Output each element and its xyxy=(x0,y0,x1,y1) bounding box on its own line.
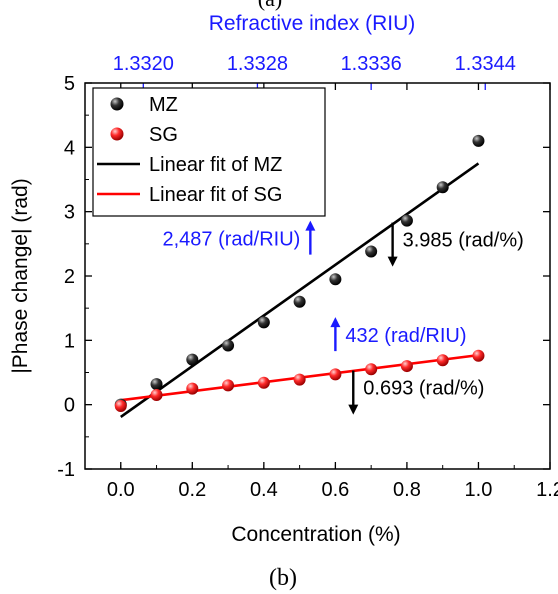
y-tick-label: -1 xyxy=(57,459,75,481)
annotation-arrow-head xyxy=(387,256,398,267)
legend-marker xyxy=(110,97,124,111)
legend-marker xyxy=(110,127,124,141)
y-tick-label: 0 xyxy=(64,395,75,417)
mz-point xyxy=(472,134,485,147)
data-points xyxy=(114,134,485,412)
sg-point xyxy=(222,379,235,392)
mz-point xyxy=(222,339,235,352)
annotation-label: 0.693 (rad/%) xyxy=(363,378,484,400)
sg-point xyxy=(436,354,449,367)
mz-point xyxy=(400,214,413,227)
annotation-arrow-head xyxy=(305,220,316,231)
x-tick-label: 0.8 xyxy=(393,479,421,501)
y-axis-ticks xyxy=(85,82,550,470)
sg-point xyxy=(472,349,485,362)
x-tick-label: 0.2 xyxy=(178,479,206,501)
mz-point xyxy=(436,181,449,194)
fit-line-linear-fit-of-mz xyxy=(120,162,480,418)
top-tick-label: 1.3328 xyxy=(227,53,288,75)
mz-point xyxy=(186,353,199,366)
mz-point xyxy=(257,316,270,329)
sg-point xyxy=(150,389,163,402)
annotation-label: 432 (rad/RIU) xyxy=(345,325,466,347)
figure-caption: (b) xyxy=(269,565,297,591)
y-axis-tick-labels: -1 0 1 2 3 4 5 xyxy=(57,73,75,481)
y-tick-label: 1 xyxy=(64,330,75,352)
top-tick-label: 1.3336 xyxy=(341,53,402,75)
top-axis-title: Refractive index (RIU) xyxy=(209,12,416,35)
x-tick-label: 1.0 xyxy=(465,479,493,501)
annotation-arrow-head xyxy=(348,404,359,415)
y-tick-label: 3 xyxy=(64,202,75,224)
mz-point xyxy=(329,273,342,286)
mz-point xyxy=(365,245,378,258)
top-tick-label: 1.3344 xyxy=(455,53,516,75)
legend-label: MZ xyxy=(149,94,178,116)
sg-point xyxy=(293,373,306,386)
legend-label: SG xyxy=(149,124,178,146)
sg-point xyxy=(114,399,127,412)
annotation-label: 2,487 (rad/RIU) xyxy=(163,229,301,251)
y-tick-label: 4 xyxy=(64,137,75,159)
x-axis-tick-labels: 0.0 0.2 0.4 0.6 0.8 1.0 1.2 xyxy=(107,479,558,501)
mz-point xyxy=(293,295,306,308)
annotation-arrow-head xyxy=(330,317,341,328)
sg-point xyxy=(400,360,413,373)
partial-figure-label: (a) xyxy=(258,0,282,11)
y-tick-label: 5 xyxy=(64,73,75,95)
top-tick-label: 1.3320 xyxy=(113,53,174,75)
annotations: 2,487 (rad/RIU) 3.985 (rad/%) 432 (rad/RIU… xyxy=(163,220,524,415)
legend-label: Linear fit of SG xyxy=(149,184,282,206)
sg-point xyxy=(365,363,378,376)
sg-point xyxy=(186,382,199,395)
x-tick-label: 0.4 xyxy=(250,479,278,501)
top-axis-tick-labels: 1.3320 1.3328 1.3336 1.3344 xyxy=(113,53,516,75)
sg-point xyxy=(257,376,270,389)
y-axis-title: |Phase change| (rad) xyxy=(9,178,32,373)
mz-point xyxy=(150,378,163,391)
legend: MZ SG Linear fit of MZ Linear fit of SG xyxy=(92,87,326,217)
x-tick-label: 1.2 xyxy=(536,479,558,501)
x-axis-title: Concentration (%) xyxy=(231,523,400,546)
sg-point xyxy=(329,368,342,381)
legend-label: Linear fit of MZ xyxy=(149,154,282,176)
x-tick-label: 0.0 xyxy=(107,479,135,501)
annotation-label: 3.985 (rad/%) xyxy=(403,230,524,252)
x-tick-label: 0.6 xyxy=(321,479,349,501)
y-tick-label: 2 xyxy=(64,266,75,288)
